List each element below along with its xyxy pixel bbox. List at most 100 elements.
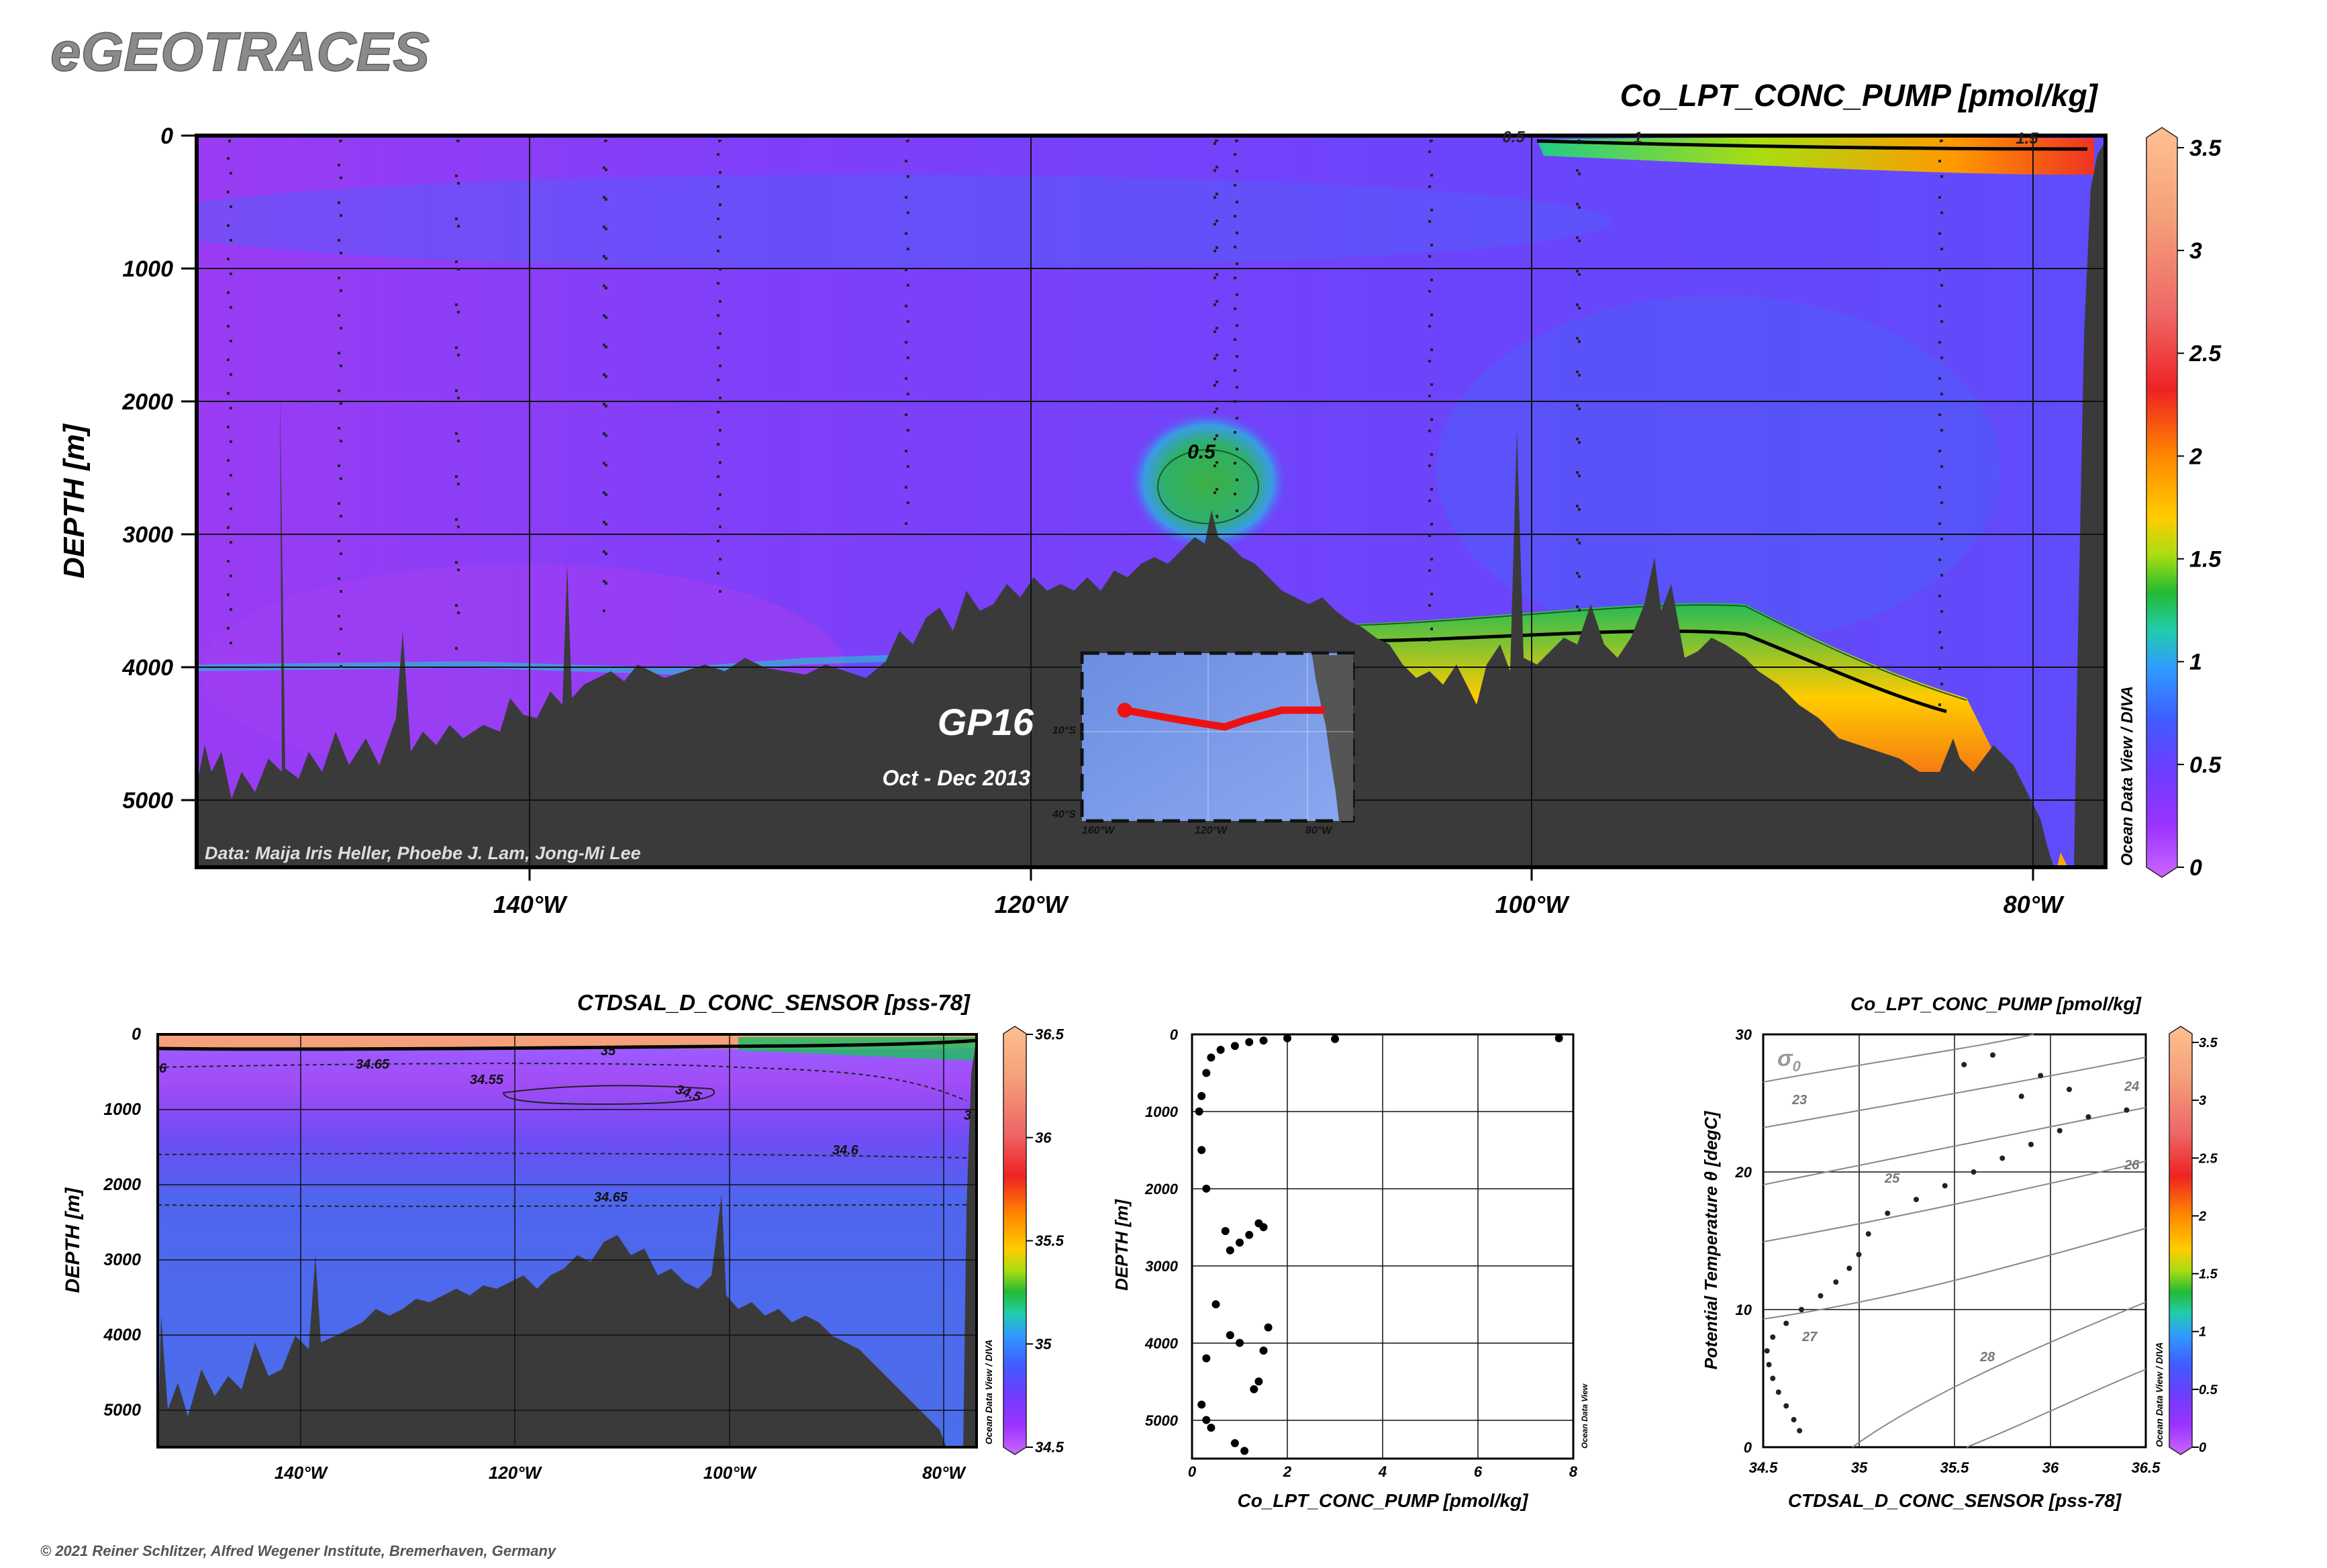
- profile-point: [1202, 1069, 1211, 1077]
- main-y-tick-0: 0: [160, 124, 173, 149]
- salinity-seafloor: [158, 1195, 946, 1447]
- main-colorbar-tick-label: 0: [2189, 855, 2202, 881]
- ts-colorbar-tick-label: 2.5: [2198, 1151, 2218, 1166]
- salinity-y-tick-2: 2000: [103, 1175, 141, 1194]
- profile-point: [1259, 1036, 1268, 1045]
- main-watermark: Ocean Data View / DIVA: [2118, 686, 2136, 866]
- profile-y-axis-label: DEPTH [m]: [1111, 1199, 1132, 1291]
- ts-point: [1783, 1320, 1789, 1326]
- ts-x-tick-3: 36: [2042, 1459, 2059, 1476]
- main-colorbar: 0 0.5 1 1.5 2 2.5 3 3.5: [2146, 127, 2222, 881]
- isopycnal-label-2: 25: [1884, 1171, 1900, 1186]
- ts-point: [1799, 1307, 1804, 1312]
- main-plot-title: Co_LPT_CONC_PUMP [pmol/kg]: [1620, 78, 2099, 113]
- cruise-annotation: GP16 Oct - Dec 2013: [882, 701, 1034, 790]
- salinity-contour-label-7: 3: [964, 1108, 971, 1123]
- ts-colorbar-tick-label: 1: [2199, 1325, 2206, 1340]
- isopycnal-label-3: 26: [2124, 1158, 2140, 1173]
- salinity-colorbar-tick-label: 36: [1035, 1129, 1052, 1146]
- ts-points: [1764, 1052, 2130, 1434]
- ts-y-tick-2: 20: [1735, 1164, 1752, 1181]
- profile-x-tick-1: 2: [1283, 1463, 1292, 1480]
- ts-point: [1770, 1334, 1776, 1340]
- ts-colorbar-tick-label: 2: [2198, 1209, 2206, 1224]
- ts-scatter-plot: Co_LPT_CONC_PUMP [pmol/kg] σ0 23 24 25 2…: [1701, 993, 2218, 1511]
- profile-point: [1250, 1385, 1258, 1393]
- profile-x-tick-3: 6: [1474, 1463, 1483, 1480]
- main-contour-label-1: 1: [1633, 129, 1642, 147]
- salinity-y-tick-3: 3000: [103, 1251, 141, 1269]
- salinity-y-axis-label: DEPTH [m]: [62, 1187, 84, 1293]
- ts-point: [1856, 1252, 1862, 1257]
- main-y-tick-5: 5000: [122, 788, 173, 814]
- main-section-plot: Co_LPT_CONC_PUMP [pmol/kg]: [58, 78, 2222, 918]
- ts-point: [1770, 1375, 1776, 1381]
- profile-point: [1245, 1038, 1254, 1046]
- salinity-y-tick-0: 0: [132, 1025, 141, 1044]
- ts-x-axis-label: CTDSAL_D_CONC_SENSOR [pss-78]: [1788, 1490, 2122, 1511]
- inset-lon-label-2: 80°W: [1305, 825, 1333, 836]
- salinity-plot-title: CTDSAL_D_CONC_SENSOR [pss-78]: [577, 990, 971, 1015]
- profile-point: [1245, 1230, 1254, 1239]
- ts-point: [1783, 1403, 1789, 1409]
- main-contour-label-0: 0.5: [1187, 441, 1216, 463]
- main-y-tick-3: 3000: [122, 522, 173, 548]
- profile-point: [1202, 1184, 1211, 1193]
- ts-point: [1885, 1210, 1891, 1216]
- app-title: eGEOTRACES: [50, 21, 430, 83]
- cruise-dates: Oct - Dec 2013: [882, 766, 1030, 790]
- ts-point: [1764, 1348, 1770, 1354]
- profile-x-tick-2: 4: [1378, 1463, 1387, 1480]
- ts-point: [1797, 1428, 1803, 1434]
- main-y-tick-4: 4000: [121, 655, 173, 681]
- main-colorbar-tick-label: 2: [2189, 444, 2202, 469]
- ts-colorbar-tick-label: 0.5: [2199, 1383, 2218, 1398]
- ts-plot-title: Co_LPT_CONC_PUMP [pmol/kg]: [1850, 993, 2142, 1014]
- profile-point: [1259, 1223, 1268, 1232]
- main-contour-label-2: 1.5: [2016, 130, 2038, 148]
- ts-point: [2067, 1087, 2072, 1092]
- isopycnals: [1763, 1034, 2146, 1448]
- profile-x-tick-0: 0: [1188, 1463, 1197, 1480]
- inset-map: 10°S 40°S 160°W 120°W 80°W: [1052, 651, 1355, 836]
- profile-y-tick-5: 5000: [1145, 1412, 1179, 1429]
- inset-lon-label-0: 160°W: [1082, 825, 1116, 836]
- copyright-notice: © 2021 Reiner Schlitzer, Alfred Wegener …: [40, 1542, 557, 1559]
- salinity-x-tick-2: 100°W: [703, 1463, 758, 1483]
- salinity-x-tick-0: 140°W: [275, 1463, 329, 1483]
- profile-point: [1197, 1091, 1206, 1100]
- inset-map-frame: [1080, 651, 1355, 823]
- salinity-section-plot: CTDSAL_D_CONC_SENSOR [pss-78] 34.65 34.: [62, 990, 1065, 1483]
- salinity-colorbar-tick-label: 35: [1035, 1336, 1052, 1353]
- salinity-contour-label-5: 35: [601, 1044, 616, 1059]
- profile-y-tick-0: 0: [1170, 1026, 1179, 1043]
- ts-x-tick-2: 35.5: [1940, 1459, 1970, 1476]
- profile-point: [1236, 1338, 1244, 1347]
- main-x-tick-1: 120°W: [995, 891, 1069, 918]
- ts-point: [2018, 1093, 2024, 1099]
- main-y-axis-label: DEPTH [m]: [58, 424, 91, 579]
- salinity-contour-label-1: 34.55: [470, 1073, 504, 1087]
- ts-point: [1766, 1362, 1772, 1367]
- salinity-contour-label-6: 6: [159, 1061, 167, 1076]
- isopycnal-label-1: 24: [2124, 1079, 2139, 1094]
- ts-colorbar-tick-label: 3.5: [2199, 1036, 2218, 1050]
- ts-point: [2124, 1107, 2130, 1113]
- profile-y-tick-1: 1000: [1145, 1104, 1179, 1120]
- ts-point: [2038, 1073, 2044, 1079]
- main-data-credit: Data: Maija Iris Heller, Phoebe J. Lam, …: [205, 843, 641, 863]
- ts-x-tick-4: 36.5: [2132, 1459, 2161, 1476]
- salinity-contour-label-4: 34.65: [594, 1190, 628, 1205]
- main-x-tick-0: 140°W: [493, 891, 568, 918]
- profile-point: [1230, 1042, 1239, 1050]
- profile-point: [1554, 1034, 1563, 1042]
- main-colorbar-tick-label: 1: [2189, 650, 2202, 675]
- profile-point: [1216, 1045, 1225, 1054]
- ts-point: [2085, 1114, 2091, 1120]
- ts-watermark: Ocean Data View / DIVA: [2154, 1342, 2165, 1447]
- salinity-contour-label-0: 34.65: [356, 1057, 390, 1072]
- profile-point: [1197, 1400, 1206, 1409]
- cruise-label: GP16: [938, 701, 1034, 743]
- main-colorbar-tick-label: 3.5: [2189, 136, 2222, 161]
- ts-point: [1775, 1389, 1781, 1395]
